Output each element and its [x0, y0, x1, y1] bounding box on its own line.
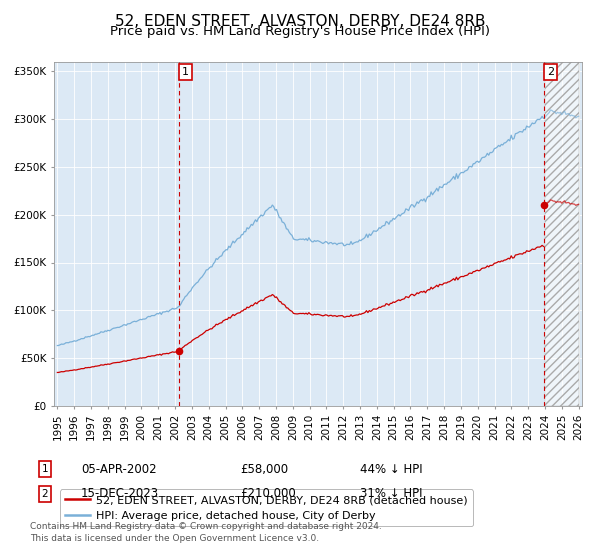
Text: 52, EDEN STREET, ALVASTON, DERBY, DE24 8RB: 52, EDEN STREET, ALVASTON, DERBY, DE24 8… — [115, 14, 485, 29]
Text: 15-DEC-2023: 15-DEC-2023 — [81, 487, 159, 501]
Text: 31% ↓ HPI: 31% ↓ HPI — [360, 487, 422, 501]
Text: 44% ↓ HPI: 44% ↓ HPI — [360, 463, 422, 476]
Text: 1: 1 — [182, 67, 189, 77]
Legend: 52, EDEN STREET, ALVASTON, DERBY, DE24 8RB (detached house), HPI: Average price,: 52, EDEN STREET, ALVASTON, DERBY, DE24 8… — [59, 489, 473, 526]
Text: £210,000: £210,000 — [240, 487, 296, 501]
Text: Price paid vs. HM Land Registry's House Price Index (HPI): Price paid vs. HM Land Registry's House … — [110, 25, 490, 38]
Text: £58,000: £58,000 — [240, 463, 288, 476]
Text: 1: 1 — [41, 464, 49, 474]
Text: Contains HM Land Registry data © Crown copyright and database right 2024.
This d: Contains HM Land Registry data © Crown c… — [30, 522, 382, 543]
Text: 2: 2 — [41, 489, 49, 499]
Text: 2: 2 — [547, 67, 554, 77]
Text: 05-APR-2002: 05-APR-2002 — [81, 463, 157, 476]
